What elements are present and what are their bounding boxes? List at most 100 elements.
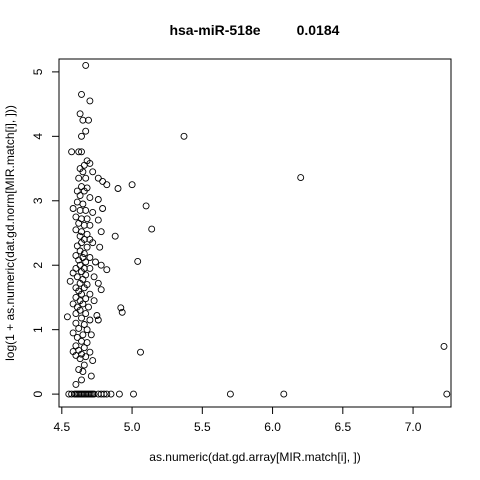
data-point bbox=[90, 297, 98, 305]
data-point bbox=[75, 174, 83, 182]
data-point bbox=[103, 181, 111, 189]
data-point bbox=[443, 390, 451, 398]
data-point bbox=[76, 192, 84, 200]
data-point bbox=[86, 264, 94, 272]
data-point bbox=[117, 304, 125, 312]
data-point bbox=[86, 194, 94, 202]
data-point bbox=[89, 208, 97, 216]
data-point bbox=[72, 310, 80, 318]
data-point bbox=[86, 221, 94, 229]
data-point bbox=[69, 300, 77, 308]
data-point bbox=[72, 380, 80, 388]
data-point bbox=[440, 342, 448, 350]
data-point bbox=[72, 342, 80, 350]
data-points bbox=[63, 61, 451, 398]
data-point bbox=[118, 308, 126, 316]
data-point bbox=[97, 286, 105, 294]
data-point bbox=[97, 261, 105, 269]
chart-subtitle: 0.0184 bbox=[297, 22, 340, 38]
data-point bbox=[75, 324, 83, 332]
data-point bbox=[94, 196, 102, 203]
data-point bbox=[83, 230, 91, 238]
data-point bbox=[69, 205, 77, 212]
data-point bbox=[79, 368, 87, 376]
data-point bbox=[78, 290, 85, 298]
data-point bbox=[103, 390, 111, 398]
data-point bbox=[134, 257, 142, 265]
data-point bbox=[86, 348, 94, 356]
x-tick-label: 5.5 bbox=[194, 420, 211, 434]
data-point bbox=[75, 219, 83, 227]
data-point bbox=[89, 168, 97, 176]
data-point bbox=[69, 329, 77, 337]
data-point bbox=[72, 319, 80, 327]
data-point bbox=[87, 331, 95, 339]
data-point bbox=[103, 266, 111, 274]
data-point bbox=[76, 206, 84, 214]
data-point bbox=[115, 390, 123, 398]
data-point bbox=[82, 271, 90, 279]
data-point bbox=[80, 187, 88, 195]
data-point bbox=[72, 252, 80, 260]
data-point bbox=[80, 344, 88, 352]
y-axis: 0 1 2 3 4 5 bbox=[31, 68, 60, 397]
x-tick-label: 5.0 bbox=[124, 420, 141, 434]
data-point bbox=[75, 366, 83, 374]
data-point bbox=[73, 242, 81, 250]
data-point bbox=[63, 313, 71, 321]
data-point bbox=[82, 61, 90, 69]
data-point bbox=[96, 243, 104, 251]
data-point bbox=[137, 348, 144, 356]
data-point bbox=[85, 303, 92, 311]
data-point bbox=[280, 390, 288, 398]
data-point bbox=[80, 221, 88, 229]
data-point bbox=[76, 306, 84, 314]
data-point bbox=[72, 351, 80, 359]
data-point bbox=[99, 177, 107, 185]
data-point bbox=[107, 390, 115, 398]
data-point bbox=[79, 200, 87, 208]
data-point bbox=[66, 277, 74, 285]
data-point bbox=[78, 132, 85, 140]
data-point bbox=[76, 355, 84, 363]
y-tick-label: 3 bbox=[31, 197, 45, 204]
data-point bbox=[148, 225, 156, 233]
plot-frame bbox=[58, 58, 452, 408]
data-point bbox=[90, 273, 98, 281]
data-point bbox=[82, 310, 90, 318]
data-point bbox=[79, 168, 87, 176]
data-point bbox=[99, 205, 107, 212]
data-point bbox=[72, 293, 80, 301]
data-point bbox=[180, 132, 188, 140]
data-point bbox=[83, 243, 91, 251]
data-point bbox=[80, 161, 88, 169]
data-point bbox=[80, 321, 88, 328]
data-point bbox=[100, 390, 108, 398]
data-point bbox=[128, 181, 136, 189]
y-tick-label: 2 bbox=[31, 262, 45, 269]
data-point bbox=[78, 314, 85, 322]
data-point bbox=[94, 316, 102, 324]
data-point bbox=[79, 116, 87, 124]
data-point bbox=[94, 279, 102, 287]
data-point bbox=[111, 232, 119, 240]
data-point bbox=[87, 372, 95, 380]
data-point bbox=[94, 174, 102, 182]
data-point bbox=[78, 376, 85, 384]
data-point bbox=[78, 148, 85, 156]
data-point bbox=[72, 226, 80, 234]
data-point bbox=[76, 110, 84, 118]
data-point bbox=[78, 228, 85, 236]
data-point bbox=[80, 361, 88, 369]
y-tick-label: 0 bbox=[31, 390, 45, 397]
data-point bbox=[78, 215, 85, 223]
data-point bbox=[93, 312, 101, 319]
data-point bbox=[226, 390, 234, 398]
x-tick-label: 6.5 bbox=[334, 420, 351, 434]
data-point bbox=[78, 90, 85, 98]
data-point bbox=[89, 357, 97, 365]
data-point bbox=[75, 148, 83, 156]
data-point bbox=[89, 239, 97, 247]
y-tick-label: 5 bbox=[31, 68, 45, 75]
data-point bbox=[86, 254, 94, 261]
